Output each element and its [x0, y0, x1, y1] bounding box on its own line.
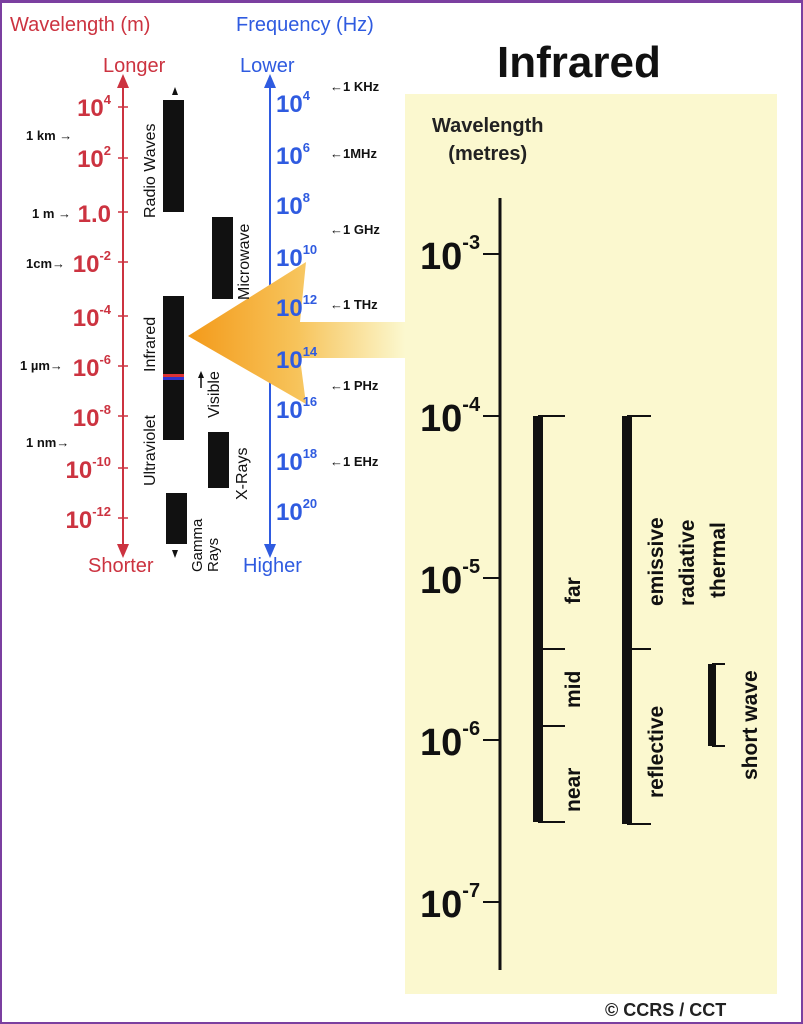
- scale-tick: 10-7: [420, 880, 481, 926]
- marker-1cm: 1cm→: [26, 256, 66, 271]
- label-short-wave: short wave: [739, 670, 762, 780]
- marker-1km: 1 km →: [26, 128, 73, 143]
- shorter-label: Shorter: [88, 555, 154, 577]
- wavelength-tick: 10-12: [65, 504, 112, 534]
- gamma-down-arrow: [172, 550, 178, 558]
- marker-1m: 1 m →: [32, 206, 72, 221]
- scale-tick: 10-3: [420, 232, 481, 278]
- wavelength-tick-marks: [118, 106, 128, 519]
- frequency-tick: 104: [276, 88, 310, 118]
- infrared-panel: [405, 94, 777, 994]
- group2-ticks: [627, 415, 651, 825]
- infrared-scale: [483, 198, 725, 970]
- wavelength-tick: 104: [77, 92, 111, 122]
- wavelength-tick: 10-6: [72, 352, 111, 382]
- main-axis-ticks: [483, 253, 500, 903]
- visible-pointer-head: [198, 371, 204, 378]
- band-radio-waves: Radio Waves: [142, 123, 159, 218]
- frequency-arrow-up: [264, 74, 276, 88]
- spectrum-graphic: [117, 74, 405, 558]
- frequency-arrow-down: [264, 544, 276, 558]
- label-reflective: reflective: [645, 705, 668, 798]
- frequency-tick: 108: [276, 190, 310, 220]
- wavelength-tick: 10-2: [72, 248, 111, 278]
- wavelength-tick: 10-4: [72, 302, 111, 332]
- radio-waves-bar: [163, 100, 184, 212]
- infrared-title: Infrared: [497, 38, 661, 87]
- credit: © CCRS / CCT: [605, 1000, 727, 1020]
- wavelength-tick: 1.0: [77, 201, 111, 228]
- infrared-pointer-arrow: [188, 262, 405, 404]
- gamma-rays-bar: [166, 493, 187, 544]
- marker-1phz: ←1 PHz: [330, 378, 379, 393]
- scale-tick: 10-4: [420, 394, 481, 440]
- wavelength-arrow-down: [117, 544, 129, 558]
- band-ultraviolet: Ultraviolet: [142, 414, 159, 486]
- band-microwave: Microwave: [236, 223, 253, 300]
- wavelength-tick: 102: [77, 143, 111, 173]
- frequency-tick: 1018: [276, 446, 318, 476]
- wavelength-tick: 10-10: [65, 454, 112, 484]
- label-thermal: thermal: [707, 522, 730, 598]
- label-mid: mid: [562, 670, 585, 708]
- wavelength-arrow-up: [117, 74, 129, 88]
- group3-ticks: [712, 663, 725, 747]
- band-x-rays: X-Rays: [234, 447, 251, 500]
- marker-1ghz: ←1 GHz: [330, 222, 380, 237]
- visible-blue: [163, 377, 184, 380]
- marker-1ehz: ←1 EHz: [330, 454, 379, 469]
- scale-tick: 10-5: [420, 556, 481, 602]
- band-gamma-rays: Gamma Rays: [189, 518, 222, 572]
- band-visible: Visible: [206, 371, 223, 418]
- scale-tick: 10-6: [420, 718, 481, 764]
- microwave-bar: [212, 217, 233, 299]
- frequency-tick: 1016: [276, 394, 318, 424]
- frequency-tick: 106: [276, 140, 310, 170]
- radio-up-arrow: [172, 87, 178, 95]
- marker-1khz: ←1 KHz: [330, 79, 380, 94]
- marker-1thz: ←1 THz: [330, 297, 378, 312]
- infrared-uv-bar: [163, 296, 184, 440]
- higher-label: Higher: [243, 555, 302, 577]
- frequency-header: Frequency (Hz): [236, 14, 374, 36]
- label-near: near: [562, 767, 585, 812]
- label-emissive: emissive: [645, 517, 668, 606]
- wavelength-tick: 10-8: [72, 402, 111, 432]
- visible-red: [163, 374, 184, 377]
- marker-1mhz: ←1MHz: [330, 146, 377, 161]
- group1-ticks: [538, 415, 565, 823]
- frequency-tick: 1014: [276, 344, 318, 374]
- marker-1nm: 1 nm→: [26, 435, 70, 450]
- frequency-tick: 1012: [276, 292, 318, 322]
- x-rays-bar: [208, 432, 229, 488]
- wavelength-header: Wavelength (m): [10, 14, 151, 36]
- lower-label: Lower: [240, 55, 295, 77]
- frequency-tick: 1020: [276, 496, 318, 526]
- marker-1um: 1 µm→: [20, 358, 63, 373]
- band-infrared: Infrared: [142, 316, 159, 372]
- label-far: far: [562, 577, 585, 604]
- label-radiative: radiative: [676, 519, 699, 606]
- axis-title: Wavelength (metres): [432, 115, 544, 165]
- frequency-tick: 1010: [276, 242, 318, 272]
- longer-label: Longer: [103, 55, 166, 77]
